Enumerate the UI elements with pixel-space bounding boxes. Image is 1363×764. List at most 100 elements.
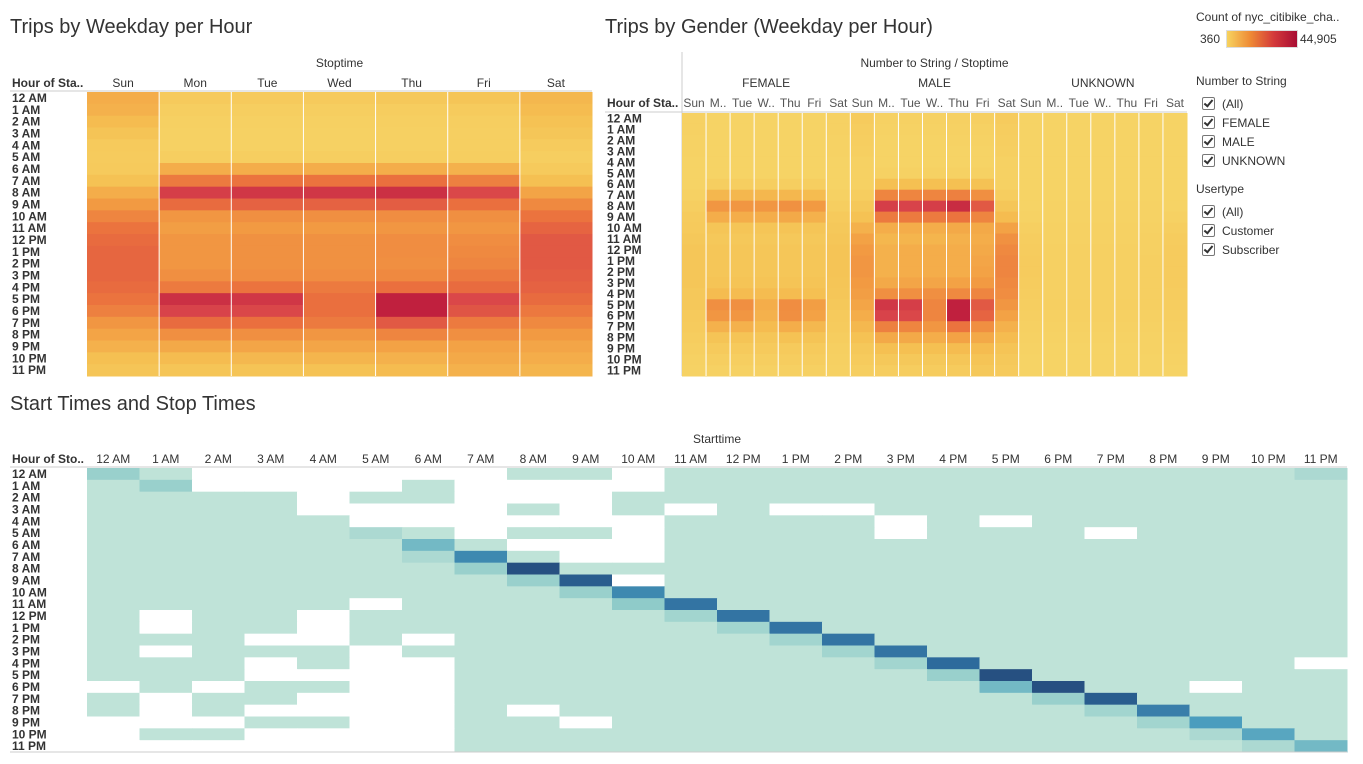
heat-cell[interactable] bbox=[1114, 310, 1140, 322]
heat-cell[interactable] bbox=[1084, 657, 1138, 670]
heat-cell[interactable] bbox=[559, 681, 613, 694]
heat-cell[interactable] bbox=[778, 189, 803, 202]
heat-cell[interactable] bbox=[559, 515, 613, 528]
heat-cell[interactable] bbox=[1189, 539, 1243, 552]
heat-cell[interactable] bbox=[402, 633, 455, 646]
heat-cell[interactable] bbox=[1032, 716, 1085, 729]
heat-cell[interactable] bbox=[192, 562, 245, 575]
heat-cell[interactable] bbox=[612, 728, 665, 741]
heat-cell[interactable] bbox=[159, 163, 232, 176]
heat-cell[interactable] bbox=[970, 145, 996, 158]
heat-cell[interactable] bbox=[87, 281, 160, 294]
heat-cell[interactable] bbox=[850, 189, 875, 202]
heat-cell[interactable] bbox=[507, 692, 560, 706]
heat-cell[interactable] bbox=[559, 704, 613, 717]
heat-cell[interactable] bbox=[717, 704, 770, 717]
heat-cell[interactable] bbox=[231, 234, 304, 247]
heat-cell[interactable] bbox=[717, 610, 770, 623]
heat-cell[interactable] bbox=[375, 115, 449, 128]
heat-cell[interactable] bbox=[682, 134, 707, 147]
heat-cell[interactable] bbox=[297, 728, 350, 741]
heat-cell[interactable] bbox=[1090, 233, 1116, 245]
heat-cell[interactable] bbox=[1242, 692, 1295, 706]
heat-cell[interactable] bbox=[559, 550, 613, 564]
heat-cell[interactable] bbox=[87, 269, 160, 282]
heat-cell[interactable] bbox=[1162, 178, 1188, 191]
heat-cell[interactable] bbox=[507, 515, 560, 528]
heat-cell[interactable] bbox=[946, 113, 972, 125]
heat-cell[interactable] bbox=[1189, 586, 1243, 599]
heat-cell[interactable] bbox=[874, 527, 928, 540]
heat-cell[interactable] bbox=[1242, 633, 1295, 646]
heat-cell[interactable] bbox=[1114, 123, 1140, 136]
heat-cell[interactable] bbox=[559, 574, 613, 587]
heat-cell[interactable] bbox=[139, 669, 193, 682]
heat-cell[interactable] bbox=[1137, 468, 1190, 481]
heat-cell[interactable] bbox=[1114, 233, 1140, 245]
heat-cell[interactable] bbox=[979, 550, 1033, 564]
heat-cell[interactable] bbox=[1162, 211, 1188, 224]
heat-cell[interactable] bbox=[159, 245, 232, 259]
heat-cell[interactable] bbox=[447, 234, 521, 247]
heat-cell[interactable] bbox=[754, 189, 779, 202]
heat-cell[interactable] bbox=[730, 113, 755, 125]
heat-cell[interactable] bbox=[231, 151, 304, 164]
heat-cell[interactable] bbox=[375, 163, 449, 176]
heat-cell[interactable] bbox=[192, 740, 245, 753]
heat-cell[interactable] bbox=[192, 669, 245, 682]
heat-cell[interactable] bbox=[664, 527, 718, 540]
heat-cell[interactable] bbox=[1042, 321, 1068, 333]
heat-cell[interactable] bbox=[826, 145, 851, 158]
heat-cell[interactable] bbox=[1189, 515, 1243, 528]
heat-cell[interactable] bbox=[297, 479, 350, 493]
heat-cell[interactable] bbox=[87, 174, 160, 188]
heat-cell[interactable] bbox=[664, 716, 718, 729]
heat-cell[interactable] bbox=[946, 288, 972, 300]
heat-cell[interactable] bbox=[1042, 233, 1068, 245]
heat-cell[interactable] bbox=[898, 277, 923, 289]
heat-cell[interactable] bbox=[1137, 692, 1190, 706]
heat-cell[interactable] bbox=[1032, 704, 1085, 717]
heat-cell[interactable] bbox=[730, 134, 755, 147]
heat-cell[interactable] bbox=[1066, 178, 1092, 191]
heat-cell[interactable] bbox=[454, 574, 508, 587]
heat-cell[interactable] bbox=[1242, 503, 1295, 516]
heat-cell[interactable] bbox=[139, 610, 193, 623]
heat-cell[interactable] bbox=[1084, 645, 1138, 658]
heat-cell[interactable] bbox=[87, 645, 140, 658]
heat-cell[interactable] bbox=[664, 728, 718, 741]
heat-cell[interactable] bbox=[1084, 704, 1138, 717]
heat-cell[interactable] bbox=[754, 332, 779, 344]
heat-cell[interactable] bbox=[922, 277, 948, 289]
heat-cell[interactable] bbox=[447, 186, 521, 199]
heat-cell[interactable] bbox=[402, 515, 455, 528]
heat-cell[interactable] bbox=[454, 550, 508, 564]
heat-cell[interactable] bbox=[519, 186, 593, 199]
heat-cell[interactable] bbox=[1090, 354, 1116, 366]
heat-cell[interactable] bbox=[664, 479, 718, 493]
filter-item-all[interactable]: (All) bbox=[1196, 94, 1356, 113]
heat-cell[interactable] bbox=[519, 115, 593, 128]
heat-cell[interactable] bbox=[1018, 343, 1044, 355]
heat-cell[interactable] bbox=[979, 527, 1033, 540]
heat-cell[interactable] bbox=[850, 233, 875, 245]
heat-cell[interactable] bbox=[349, 491, 403, 504]
heat-cell[interactable] bbox=[730, 343, 755, 355]
heat-cell[interactable] bbox=[1084, 491, 1138, 504]
heat-cell[interactable] bbox=[454, 562, 508, 575]
heat-cell[interactable] bbox=[87, 669, 140, 682]
heat-cell[interactable] bbox=[1242, 586, 1295, 599]
heat-cell[interactable] bbox=[1138, 277, 1164, 289]
heat-cell[interactable] bbox=[507, 562, 560, 575]
heat-cell[interactable] bbox=[231, 364, 304, 377]
heat-cell[interactable] bbox=[1090, 288, 1116, 300]
heat-cell[interactable] bbox=[349, 692, 403, 706]
heat-cell[interactable] bbox=[402, 692, 455, 706]
heat-cell[interactable] bbox=[375, 340, 449, 353]
heat-cell[interactable] bbox=[1090, 255, 1116, 267]
heat-cell[interactable] bbox=[850, 113, 875, 125]
heat-cell[interactable] bbox=[706, 178, 731, 191]
heat-cell[interactable] bbox=[898, 145, 923, 158]
heat-cell[interactable] bbox=[979, 716, 1033, 729]
heat-cell[interactable] bbox=[1162, 123, 1188, 136]
